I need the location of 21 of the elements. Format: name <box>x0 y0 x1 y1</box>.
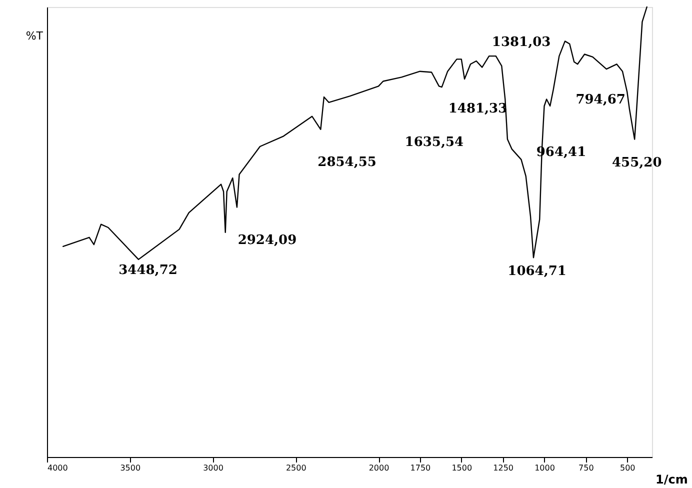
x-tick-label: 1000 <box>534 464 555 472</box>
x-tick-label: 1250 <box>493 464 514 472</box>
annotation: 1381,03 <box>492 35 551 50</box>
x-tick-label: 3500 <box>120 464 141 472</box>
x-tick-label: 4000 <box>48 464 68 472</box>
annotation: 455,20 <box>612 155 662 170</box>
x-tick-label: 1500 <box>452 464 472 472</box>
x-tick-label: 500 <box>620 464 636 472</box>
annotation: 794,67 <box>576 92 626 108</box>
annotation: 2854,55 <box>318 154 376 170</box>
x-tick-label: 3000 <box>203 464 224 472</box>
x-axis-title: 1/cm <box>656 472 688 486</box>
x-tick-label: 2000 <box>368 464 390 472</box>
x-tick-label: 1750 <box>410 464 431 472</box>
y-axis-title: %T <box>26 29 44 42</box>
annotation: 3448,72 <box>118 262 178 278</box>
annotation: 2924,09 <box>238 233 297 248</box>
x-tick-label: 750 <box>578 464 594 472</box>
x-tick-label: 2500 <box>286 464 306 472</box>
annotation: 1635,54 <box>404 135 464 150</box>
annotation: 1064,71 <box>508 264 566 280</box>
